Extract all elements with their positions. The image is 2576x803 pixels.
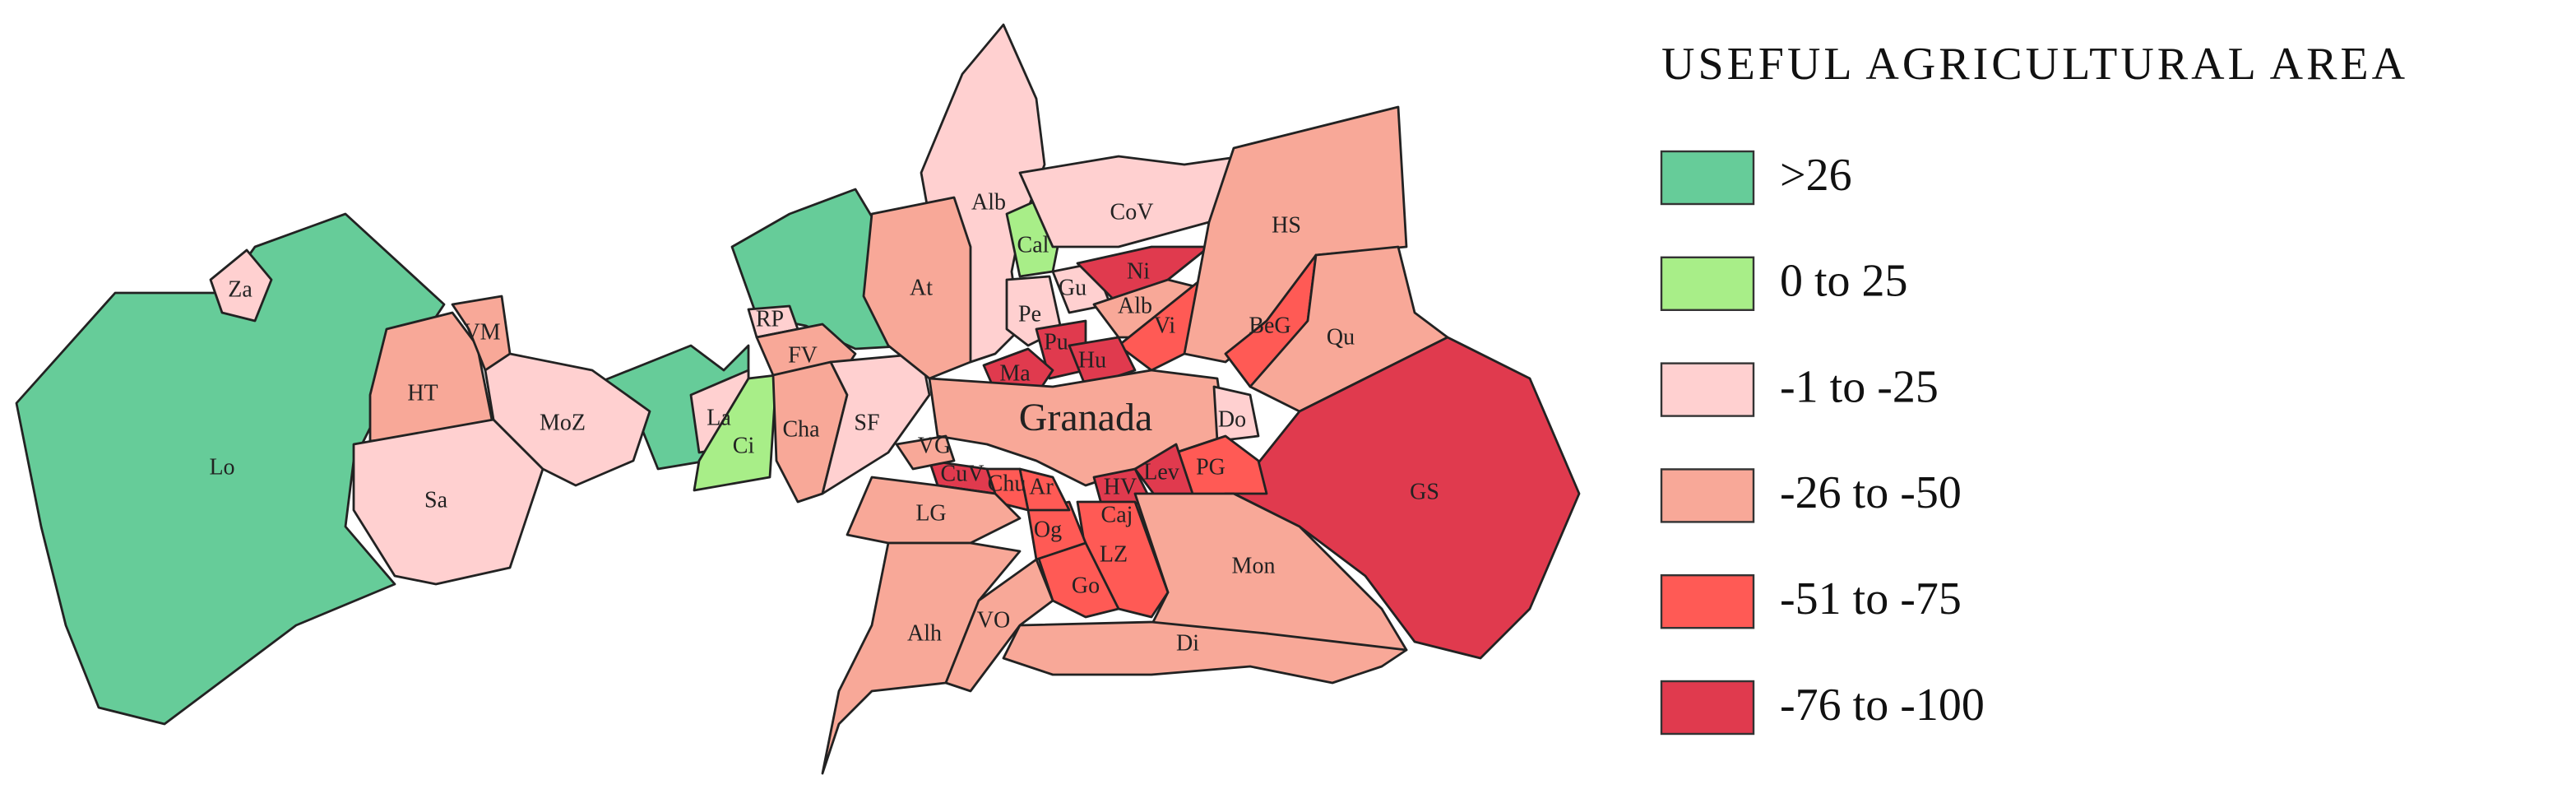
region-label: Qu <box>1327 324 1355 350</box>
legend-label: -51 to -75 <box>1780 573 1962 624</box>
region-label: La <box>707 405 731 430</box>
region-label: PG <box>1196 454 1225 480</box>
region-label: SF <box>854 410 879 435</box>
region-label: Granada <box>1019 396 1153 439</box>
legend-label: -76 to -100 <box>1780 680 1985 731</box>
region-label: RP <box>756 306 784 332</box>
map <box>15 23 1581 775</box>
legend-swatch <box>1660 256 1755 311</box>
region-label: Cal <box>1017 232 1049 258</box>
legend-swatch <box>1660 362 1755 417</box>
region <box>693 374 778 492</box>
region-label: Do <box>1218 406 1246 432</box>
region-label: BeG <box>1249 313 1290 338</box>
legend-swatch <box>1660 574 1755 629</box>
legend: >26 0 to 25 -1 to -25 -26 to -50 -51 to -75 -… <box>1660 150 1985 736</box>
legend-label: 0 to 25 <box>1780 256 1908 307</box>
region <box>484 352 651 487</box>
region-label: HS <box>1272 212 1301 238</box>
region <box>1232 336 1581 660</box>
region-label: VO <box>977 607 1010 633</box>
region-label: Ci <box>733 433 755 458</box>
region <box>862 196 972 380</box>
legend-label: -26 to -50 <box>1780 467 1962 518</box>
region-label: Mon <box>1232 553 1276 578</box>
region <box>895 434 956 471</box>
region-label: MoZ <box>540 410 586 435</box>
legend-swatch <box>1660 150 1755 206</box>
region-label: Ar <box>1029 474 1054 499</box>
region <box>209 248 273 323</box>
region-label: CoV <box>1110 199 1154 225</box>
region-label: Alb <box>1118 293 1152 318</box>
region-label: Hu <box>1078 347 1106 373</box>
region-label: CuV <box>941 461 985 486</box>
region-label: LZ <box>1100 541 1128 567</box>
region-label: LG <box>915 500 946 526</box>
region-label: Go <box>1072 573 1100 598</box>
region-label: Ma <box>999 360 1031 386</box>
region-label: Caj <box>1101 502 1133 527</box>
region-label: FV <box>788 342 818 368</box>
legend-label: >26 <box>1780 150 1852 201</box>
region-label: HV <box>1104 474 1137 499</box>
region-label: Alh <box>907 620 942 646</box>
region-label: HT <box>407 380 438 406</box>
legend-label: -1 to -25 <box>1780 361 1939 412</box>
region-label: Sa <box>424 487 448 513</box>
region-label: VG <box>918 433 951 458</box>
region-label: GS <box>1410 479 1439 504</box>
region-label: At <box>910 275 933 300</box>
region-label: Lo <box>209 454 234 480</box>
region <box>352 418 544 586</box>
region-label: Pu <box>1044 329 1068 355</box>
region-label: Pe <box>1018 301 1041 327</box>
region <box>1212 385 1260 443</box>
region-label: Lev <box>1143 459 1179 485</box>
region-label: Og <box>1034 517 1062 542</box>
region-label: Za <box>228 276 253 302</box>
legend-swatch <box>1660 468 1755 523</box>
region <box>944 558 1054 693</box>
region-label: Gu <box>1059 275 1086 300</box>
region-label: Ni <box>1127 258 1150 284</box>
region <box>1068 336 1137 388</box>
region-label: Cha <box>782 416 820 442</box>
region <box>821 541 1022 775</box>
legend-title: USEFUL AGRICULTURAL AREA <box>1661 39 2408 90</box>
region-label: Vi <box>1154 313 1176 338</box>
region <box>1002 620 1408 685</box>
region-label: Di <box>1176 630 1199 656</box>
legend-swatch <box>1660 680 1755 736</box>
region-label: VM <box>463 319 500 345</box>
region-label: Alb <box>971 189 1006 215</box>
region-label: Chu <box>988 471 1026 496</box>
